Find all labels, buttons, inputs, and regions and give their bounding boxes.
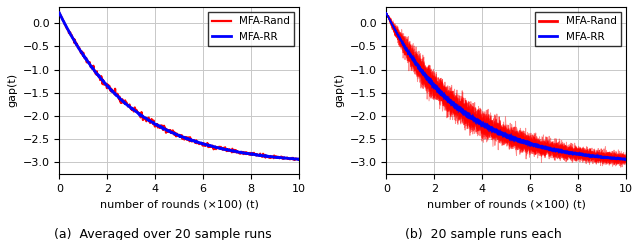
MFA-Rand bbox=[252, 154, 260, 156]
Line: MFA-Rand: MFA-Rand bbox=[60, 13, 299, 160]
MFA-RR bbox=[171, 132, 179, 135]
MFA-RR bbox=[295, 158, 303, 161]
MFA-RR bbox=[198, 143, 206, 145]
Y-axis label: gap(t): gap(t) bbox=[334, 73, 344, 108]
X-axis label: number of rounds (×100) (t): number of rounds (×100) (t) bbox=[100, 199, 259, 209]
X-axis label: number of rounds (×100) (t): number of rounds (×100) (t) bbox=[427, 199, 586, 209]
Line: MFA-RR: MFA-RR bbox=[60, 13, 299, 159]
MFA-RR bbox=[56, 12, 63, 14]
MFA-RR bbox=[170, 132, 177, 134]
MFA-Rand bbox=[56, 12, 63, 14]
MFA-RR bbox=[185, 138, 193, 141]
MFA-Rand bbox=[295, 158, 303, 161]
Y-axis label: gap(t): gap(t) bbox=[7, 73, 17, 108]
MFA-Rand bbox=[170, 130, 177, 133]
Text: (b)  20 sample runs each: (b) 20 sample runs each bbox=[405, 228, 561, 240]
MFA-Rand bbox=[185, 137, 193, 140]
MFA-Rand bbox=[171, 131, 179, 134]
Text: (a)  Averaged over 20 sample runs: (a) Averaged over 20 sample runs bbox=[54, 228, 272, 240]
Legend: MFA-Rand, MFA-RR: MFA-Rand, MFA-RR bbox=[207, 12, 294, 46]
MFA-Rand bbox=[289, 158, 297, 161]
MFA-Rand bbox=[291, 158, 299, 161]
MFA-RR bbox=[289, 157, 297, 160]
Legend: MFA-Rand, MFA-RR: MFA-Rand, MFA-RR bbox=[534, 12, 621, 46]
MFA-Rand bbox=[198, 143, 206, 145]
MFA-RR bbox=[252, 153, 260, 156]
